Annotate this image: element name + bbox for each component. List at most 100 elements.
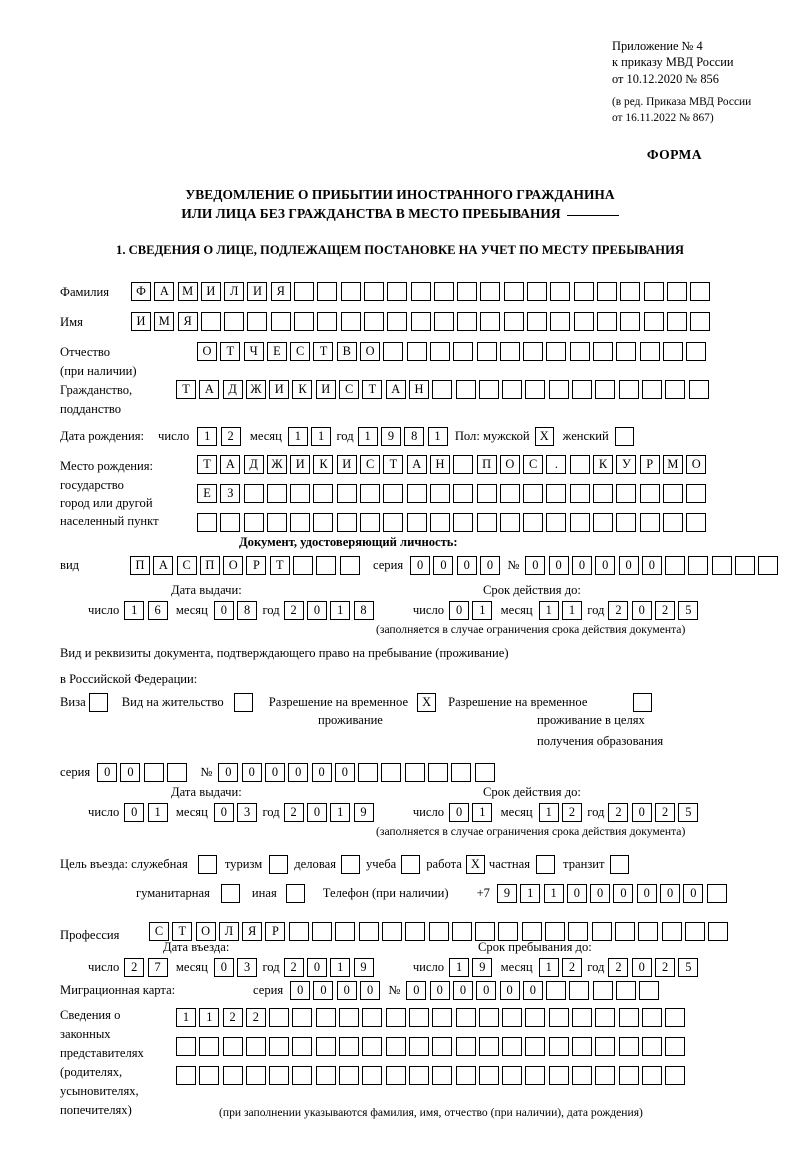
birth-month-cell[interactable]: 1	[311, 427, 332, 446]
doc-issue-day-cell[interactable]: 6	[147, 601, 168, 620]
legal-rep-row-2-cell[interactable]	[641, 1037, 662, 1056]
stay-year-cell[interactable]: 0	[631, 958, 652, 977]
doc-number-cell[interactable]: 0	[595, 556, 616, 575]
permit-number-cell[interactable]	[404, 763, 425, 782]
visa-checkbox[interactable]	[88, 693, 108, 712]
mig-number-cell[interactable]	[592, 981, 613, 1000]
birth-place-row-3-cell[interactable]	[499, 513, 520, 532]
birth-place-row-1-cell[interactable]: А	[220, 455, 241, 474]
profession-field-cell[interactable]	[428, 922, 449, 941]
birth-place-row-3-cell[interactable]	[290, 513, 311, 532]
doc-valid-month-cell[interactable]: 1	[538, 601, 559, 620]
legal-rep-row-2-cell[interactable]	[245, 1037, 266, 1056]
doc-issue-month-cell[interactable]: 0	[213, 601, 234, 620]
patronymic-field-cell[interactable]	[593, 342, 614, 361]
legal-rep-row-1-cell[interactable]	[408, 1008, 429, 1027]
birth-place-row-3-cell[interactable]	[243, 513, 264, 532]
citizenship-field-cell[interactable]: Т	[176, 380, 196, 399]
birth-place-row-1-cell[interactable]: А	[406, 455, 427, 474]
legal-rep-row-2-cell[interactable]	[432, 1037, 453, 1056]
doc-number-cell[interactable]	[735, 556, 756, 575]
legal-rep-row-3-cell[interactable]	[199, 1066, 220, 1085]
birth-place-row-1-cell[interactable]: .	[546, 455, 567, 474]
name-field-cell[interactable]	[573, 312, 594, 331]
legal-rep-row-2-cell[interactable]	[292, 1037, 313, 1056]
purpose-other-checkbox[interactable]	[285, 884, 305, 903]
citizenship-field-cell[interactable]: А	[385, 380, 406, 399]
patronymic-field-cell[interactable]: Ч	[243, 342, 264, 361]
birth-place-row-3-cell[interactable]	[360, 513, 381, 532]
legal-rep-row-2-cell[interactable]	[525, 1037, 546, 1056]
surname-field-cell[interactable]	[294, 282, 315, 301]
patronymic-field-cell[interactable]	[569, 342, 590, 361]
legal-rep-row-1-cell[interactable]	[478, 1008, 499, 1027]
permit-number-cell[interactable]	[428, 763, 449, 782]
birth-place-row-3-cell[interactable]	[662, 513, 683, 532]
birth-place-row-3-cell[interactable]	[593, 513, 614, 532]
birth-place-row-2-cell[interactable]	[476, 484, 497, 503]
birth-place-row-1-cell[interactable]	[453, 455, 474, 474]
birth-place-row-1-cell[interactable]: Н	[429, 455, 450, 474]
doc-valid-year-cell[interactable]: 5	[678, 601, 699, 620]
doc-kind-cell[interactable]: А	[153, 556, 174, 575]
legal-rep-row-3-cell[interactable]	[572, 1066, 593, 1085]
profession-field-cell[interactable]: Т	[172, 922, 193, 941]
birth-place-row-1-cell[interactable]: П	[476, 455, 497, 474]
permit-number-cell[interactable]: 0	[288, 763, 309, 782]
patronymic-field-cell[interactable]	[523, 342, 544, 361]
profession-field-cell[interactable]	[521, 922, 542, 941]
birth-place-row-1-cell[interactable]: С	[360, 455, 381, 474]
doc-number-cell[interactable]: 0	[618, 556, 639, 575]
name-field-cell[interactable]	[596, 312, 617, 331]
name-field-cell[interactable]	[340, 312, 361, 331]
legal-rep-row-2-cell[interactable]	[339, 1037, 360, 1056]
birth-place-row-2-cell[interactable]	[266, 484, 287, 503]
name-field-cell[interactable]	[620, 312, 641, 331]
citizenship-field-cell[interactable]	[502, 380, 523, 399]
legal-rep-row-2-cell[interactable]	[269, 1037, 290, 1056]
surname-field-cell[interactable]	[480, 282, 501, 301]
permit-series-cell[interactable]	[143, 763, 164, 782]
doc-number-cell[interactable]: 0	[641, 556, 662, 575]
surname-field-cell[interactable]: М	[177, 282, 198, 301]
purpose-private-checkbox[interactable]	[536, 855, 556, 874]
citizenship-field-cell[interactable]	[688, 380, 709, 399]
profession-field-cell[interactable]	[591, 922, 612, 941]
permit-issue-day-cell[interactable]: 0	[124, 803, 145, 822]
purpose-business-checkbox[interactable]	[341, 855, 360, 874]
birth-place-row-3-cell[interactable]	[616, 513, 637, 532]
doc-kind-cell[interactable]	[339, 556, 360, 575]
legal-rep-row-2-cell[interactable]	[222, 1037, 243, 1056]
legal-rep-row-2-cell[interactable]	[408, 1037, 429, 1056]
birth-place-row-3-cell[interactable]	[197, 513, 217, 532]
citizenship-field-cell[interactable]	[525, 380, 546, 399]
birth-place-row-2-cell[interactable]	[616, 484, 637, 503]
citizenship-field-cell[interactable]: К	[292, 380, 313, 399]
doc-series-cell[interactable]: 0	[456, 556, 477, 575]
surname-field-cell[interactable]	[550, 282, 571, 301]
doc-number-cell[interactable]: 0	[525, 556, 546, 575]
legal-rep-row-2-cell[interactable]	[595, 1037, 616, 1056]
mig-number-cell[interactable]: 0	[499, 981, 520, 1000]
citizenship-field-cell[interactable]: С	[339, 380, 360, 399]
entry-year-cell[interactable]: 9	[353, 958, 374, 977]
surname-field-cell[interactable]	[690, 282, 711, 301]
birth-place-row-1-cell[interactable]: О	[499, 455, 520, 474]
permit-valid-day-cell[interactable]: 1	[472, 803, 493, 822]
permit-issue-month-cell[interactable]: 3	[237, 803, 258, 822]
birth-place-row-2-cell[interactable]	[429, 484, 450, 503]
profession-field-cell[interactable]	[335, 922, 356, 941]
phone-number-cell[interactable]: 0	[590, 884, 611, 903]
birth-place-row-2-cell[interactable]	[313, 484, 334, 503]
citizenship-field-cell[interactable]	[478, 380, 499, 399]
legal-rep-row-3-cell[interactable]	[269, 1066, 290, 1085]
legal-rep-row-1-cell[interactable]	[455, 1008, 476, 1027]
surname-field-cell[interactable]	[596, 282, 617, 301]
surname-field-cell[interactable]	[620, 282, 641, 301]
birth-place-row-3-cell[interactable]	[429, 513, 450, 532]
birth-year-cell[interactable]: 9	[380, 427, 401, 446]
phone-number-cell[interactable]: 1	[543, 884, 564, 903]
citizenship-field-cell[interactable]	[618, 380, 639, 399]
